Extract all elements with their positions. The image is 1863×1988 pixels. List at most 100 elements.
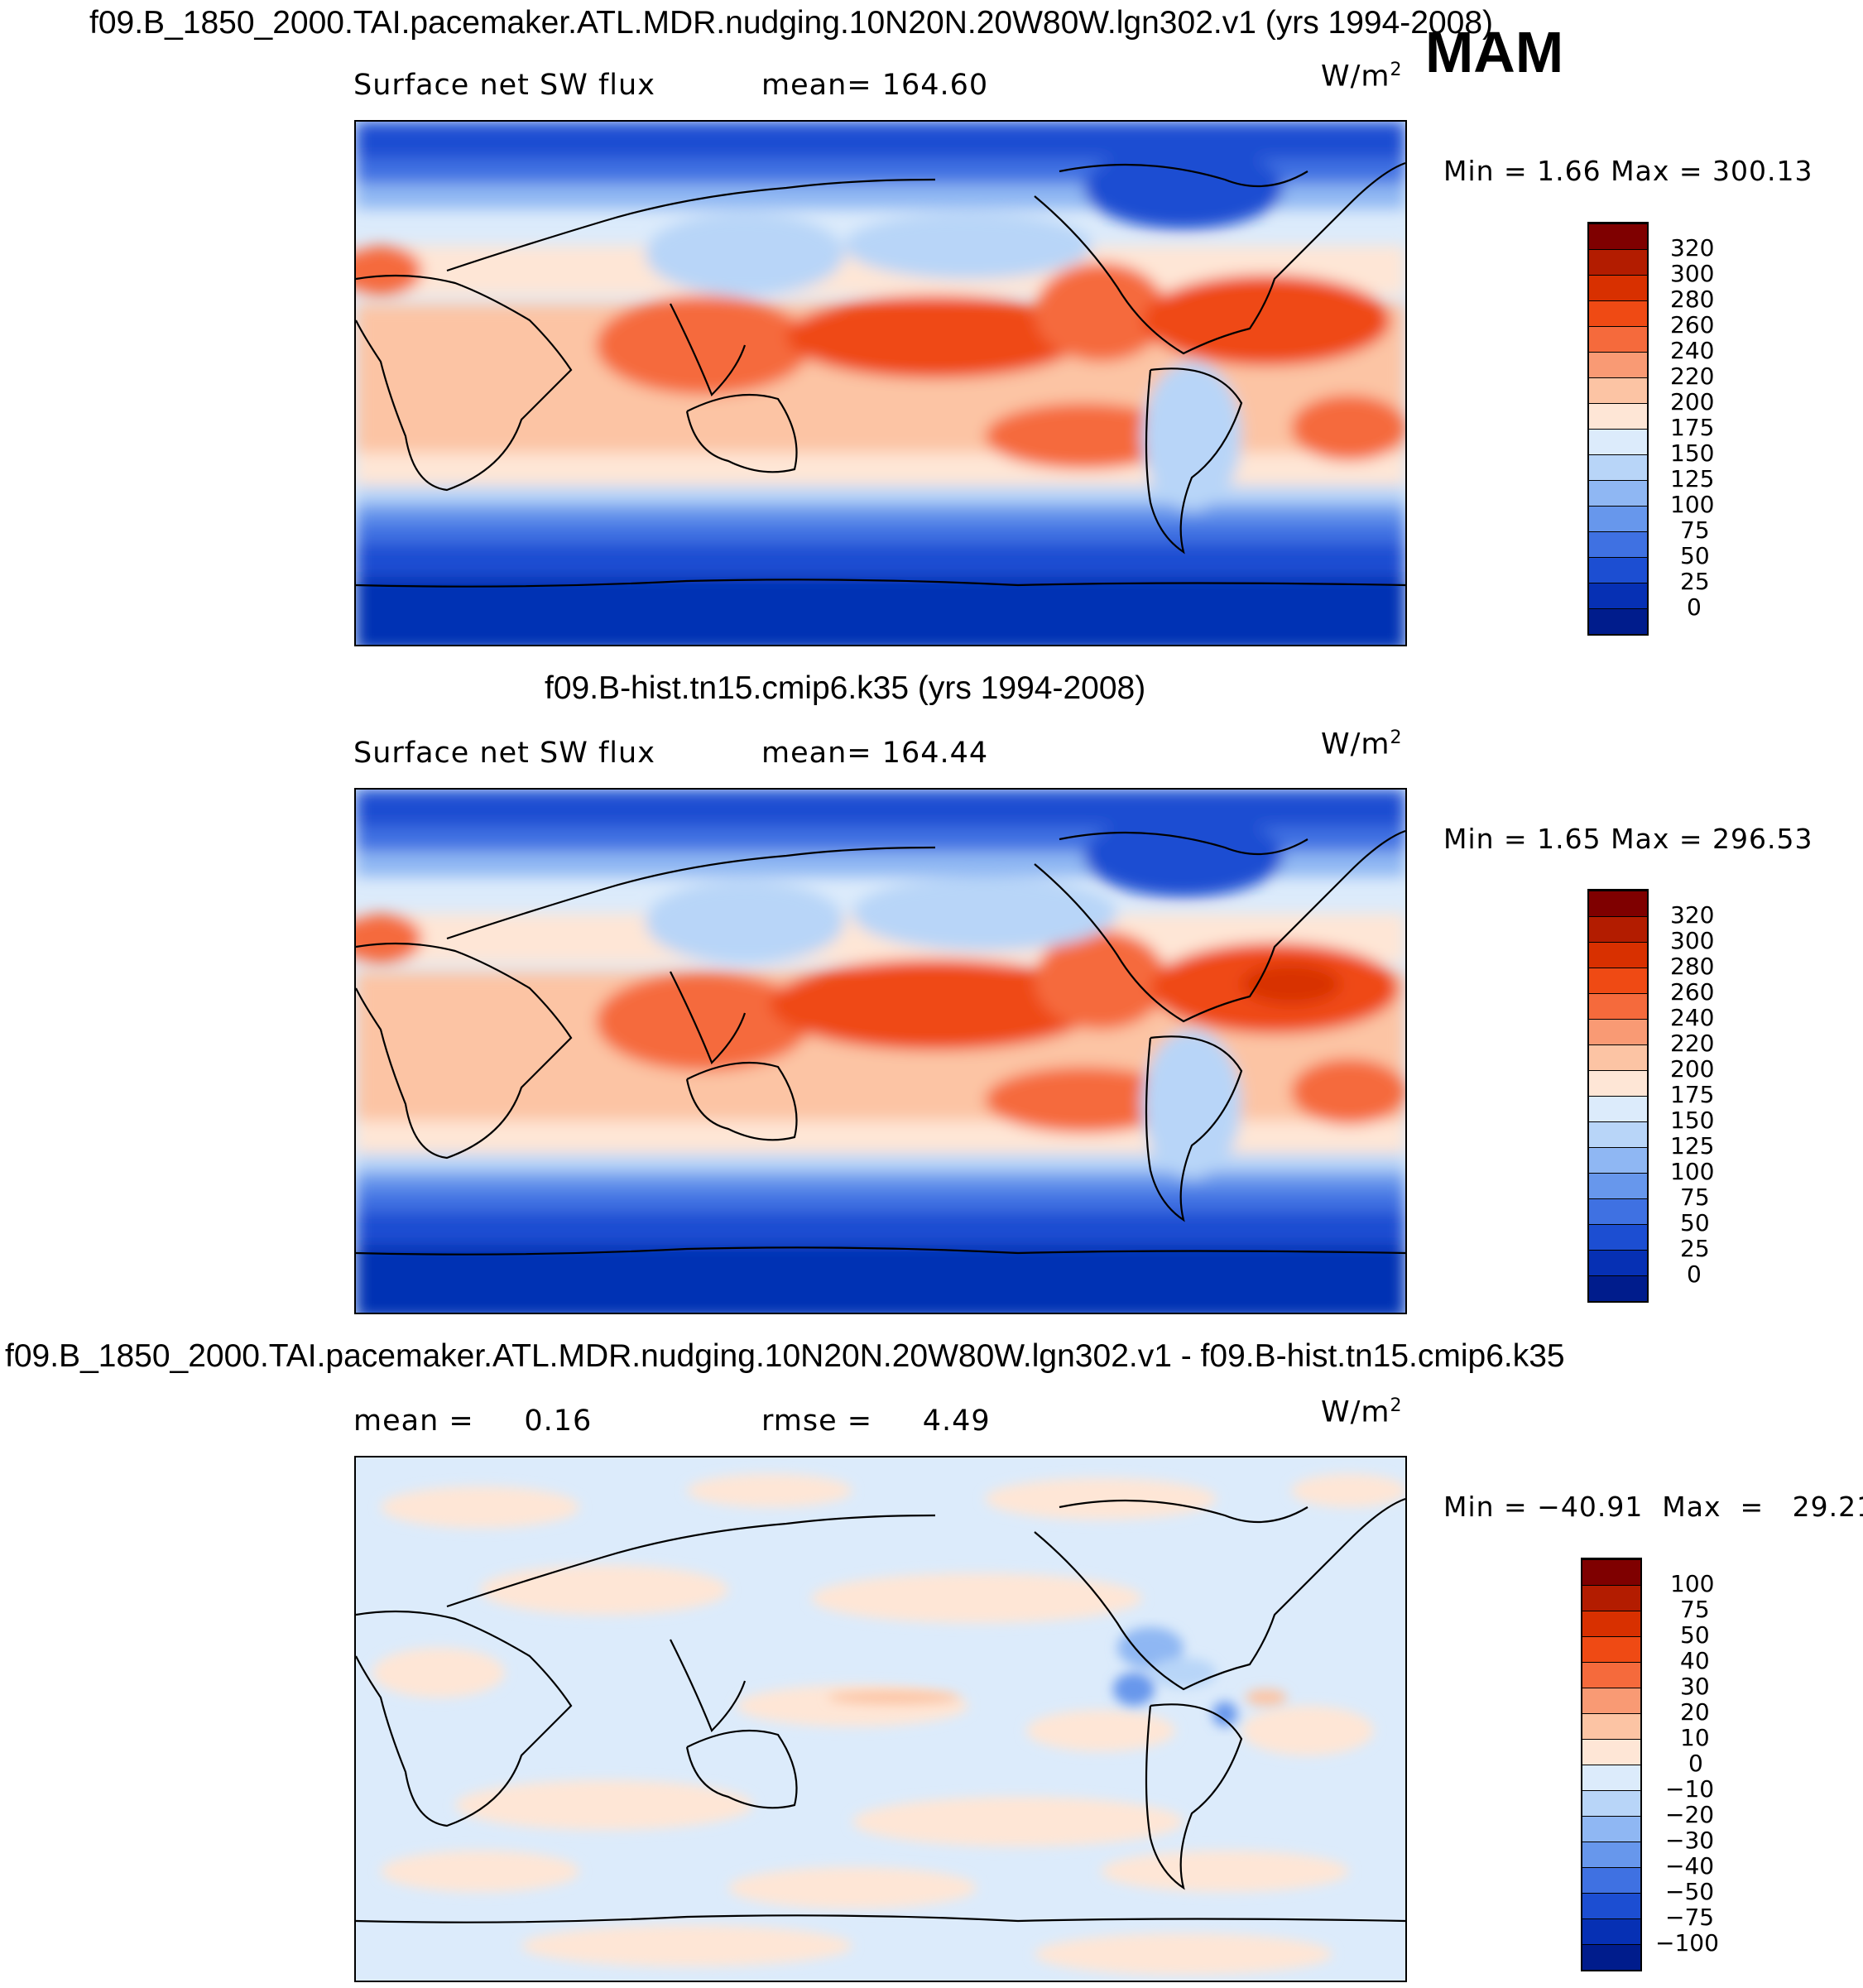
colorbar-cell <box>1589 326 1647 353</box>
mean-label-bottom: mean = 0.16 <box>353 1405 593 1438</box>
colorbar-tick-label: 10 <box>1680 1724 1710 1751</box>
map-panel-top <box>354 120 1407 646</box>
colorbar-cell <box>1589 1096 1647 1122</box>
colorbar-cell <box>1589 891 1647 917</box>
colorbar-cell <box>1582 1867 1640 1894</box>
colorbar-tick-label: 100 <box>1670 1570 1715 1597</box>
panel-title-middle: f09.B-hist.tn15.cmip6.k35 (yrs 1994-2008… <box>545 670 1146 706</box>
colorbar-tick-label: 260 <box>1670 978 1715 1006</box>
minmax-top: Min = 1.66 Max = 300.13 <box>1443 155 1813 187</box>
colorbar-cell <box>1589 403 1647 430</box>
colorbar-tick-label: 175 <box>1670 1081 1715 1108</box>
colorbar-cell <box>1589 608 1647 634</box>
colorbar-cell <box>1589 480 1647 507</box>
colorbar-tick-label: 100 <box>1670 491 1715 518</box>
panel-title-bottom: f09.B_1850_2000.TAI.pacemaker.ATL.MDR.nu… <box>5 1338 1565 1374</box>
colorbar-cell <box>1589 1044 1647 1071</box>
colorbar-tick-label: 280 <box>1670 953 1715 980</box>
colorbar-cell <box>1582 1611 1640 1637</box>
contour-map-middle <box>356 790 1405 1313</box>
unit-label-top: W/m2 <box>1321 60 1403 94</box>
colorbar-cell <box>1582 1842 1640 1868</box>
colorbar-tick-label: 175 <box>1670 414 1715 441</box>
colorbar-tick-label: 40 <box>1680 1647 1710 1674</box>
colorbar-tick-label: 50 <box>1680 1621 1710 1649</box>
colorbar-tick-label: −50 <box>1665 1878 1715 1905</box>
colorbar-tick-label: −40 <box>1665 1852 1715 1880</box>
colorbar-tick-label: 200 <box>1670 1055 1715 1083</box>
colorbar-cell <box>1582 1739 1640 1765</box>
colorbar-cell <box>1589 993 1647 1020</box>
colorbar-cell <box>1582 1559 1640 1586</box>
colorbar-tick-label: 220 <box>1670 1030 1715 1057</box>
colorbar-cell <box>1589 1147 1647 1174</box>
colorbar-tick-label: 240 <box>1670 337 1715 364</box>
colorbar-cell <box>1589 531 1647 558</box>
colorbar-cell <box>1589 275 1647 301</box>
colorbar-cell <box>1582 1893 1640 1919</box>
field-label-middle: Surface net SW flux <box>353 737 655 770</box>
colorbar-tick-label: 0 <box>1687 1261 1702 1288</box>
map-panel-bottom <box>354 1456 1407 1982</box>
colorbar-tick-label: −30 <box>1665 1827 1715 1854</box>
colorbar-tick-label: 300 <box>1670 260 1715 287</box>
colorbar-tick-label: −75 <box>1665 1904 1715 1931</box>
colorbar-tick-label: 20 <box>1680 1698 1710 1726</box>
unit-label-bottom: W/m2 <box>1321 1395 1403 1429</box>
colorbar-cell <box>1589 1198 1647 1225</box>
colorbar-tick-label: 150 <box>1670 1107 1715 1134</box>
colorbar-tick-label: −10 <box>1665 1775 1715 1803</box>
colorbar-tick-label: 280 <box>1670 286 1715 313</box>
colorbar-tick-label: 220 <box>1670 363 1715 390</box>
colorbar-tick-label: 320 <box>1670 234 1715 262</box>
minmax-bottom: Min = −40.91 Max = 29.21 <box>1443 1491 1863 1523</box>
colorbar-cell <box>1589 454 1647 481</box>
colorbar-cell <box>1582 1713 1640 1740</box>
unit-label-middle: W/m2 <box>1321 727 1403 761</box>
colorbar-cell <box>1582 1585 1640 1611</box>
colorbar-cell <box>1589 1019 1647 1045</box>
colorbar-cell <box>1589 1250 1647 1276</box>
colorbar-cell <box>1589 583 1647 609</box>
rmse-label-bottom: rmse = 4.49 <box>761 1405 991 1438</box>
colorbar-cell <box>1589 249 1647 276</box>
colorbar-tick-label: −100 <box>1655 1929 1719 1957</box>
colorbar-tick-label: 125 <box>1670 1132 1715 1160</box>
colorbar-cell <box>1589 1173 1647 1199</box>
colorbar-cell <box>1582 1662 1640 1688</box>
colorbar-tick-label: 0 <box>1688 1750 1703 1777</box>
map-panel-middle <box>354 788 1407 1314</box>
colorbar-tick-label: 150 <box>1670 439 1715 467</box>
colorbar-cell <box>1589 1121 1647 1148</box>
contour-map-bottom <box>356 1457 1405 1981</box>
colorbar-bottom <box>1581 1558 1642 1971</box>
colorbar-cell <box>1589 300 1647 327</box>
colorbar-cell <box>1589 377 1647 404</box>
mean-label-top: mean= 164.60 <box>761 69 989 102</box>
colorbar-top <box>1587 222 1649 636</box>
minmax-middle: Min = 1.65 Max = 296.53 <box>1443 823 1813 855</box>
colorbar-tick-label: 100 <box>1670 1158 1715 1185</box>
colorbar-tick-label: 320 <box>1670 901 1715 929</box>
mean-label-middle: mean= 164.44 <box>761 737 989 770</box>
colorbar-cell <box>1582 1765 1640 1791</box>
colorbar-cell <box>1589 1224 1647 1251</box>
season-label: MAM <box>1425 20 1564 84</box>
colorbar-tick-label: 30 <box>1680 1673 1710 1700</box>
colorbar-cell <box>1582 1918 1640 1945</box>
field-label-top: Surface net SW flux <box>353 69 655 102</box>
colorbar-tick-label: 25 <box>1680 568 1710 595</box>
colorbar-tick-label: −20 <box>1665 1801 1715 1828</box>
colorbar-tick-label: 300 <box>1670 927 1715 954</box>
colorbar-cell <box>1582 1944 1640 1970</box>
colorbar-cell <box>1582 1816 1640 1842</box>
colorbar-cell <box>1589 1070 1647 1097</box>
colorbar-tick-label: 200 <box>1670 388 1715 415</box>
contour-map-top <box>356 122 1405 645</box>
colorbar-tick-label: 240 <box>1670 1004 1715 1031</box>
colorbar-tick-label: 25 <box>1680 1235 1710 1262</box>
colorbar-cell <box>1589 506 1647 532</box>
colorbar-cell <box>1589 429 1647 455</box>
colorbar-cell <box>1589 942 1647 968</box>
colorbar-cell <box>1582 1688 1640 1714</box>
